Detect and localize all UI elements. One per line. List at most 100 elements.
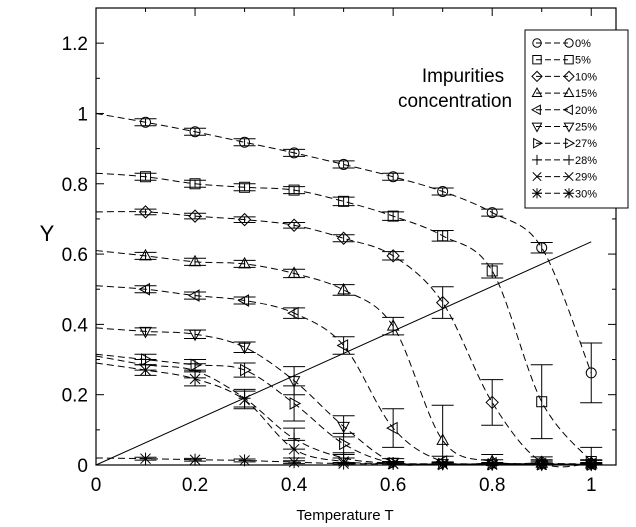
error-bar	[233, 362, 256, 378]
y-tick-label: 1.2	[62, 34, 88, 55]
error-bar	[283, 186, 306, 195]
data-point	[289, 397, 302, 410]
data-point	[485, 395, 499, 410]
legend-item: 25%	[531, 122, 597, 134]
legend-box	[524, 29, 629, 209]
legend-marker-right	[564, 38, 574, 48]
data-point	[287, 376, 301, 388]
legend-marker-right	[563, 154, 575, 165]
error-bar	[283, 268, 306, 279]
legend-marker-right	[564, 55, 574, 65]
y-tick-label: 0.8	[62, 175, 88, 196]
legend-marker-left	[532, 172, 542, 182]
error-bar	[530, 241, 553, 254]
error-bar	[332, 336, 355, 355]
error-bar	[184, 329, 207, 339]
error-bar	[382, 172, 405, 181]
data-point	[337, 421, 350, 434]
legend-marker-left	[533, 137, 544, 149]
y-tick-label: 1	[77, 104, 88, 125]
data-point	[486, 265, 498, 277]
data-point	[140, 171, 152, 183]
x-tick-label: 0	[91, 475, 102, 496]
data-point	[139, 452, 152, 465]
error-bar	[233, 296, 256, 305]
data-point	[189, 178, 201, 190]
data-point	[287, 266, 301, 278]
legend-marker-left	[530, 104, 541, 116]
legend-item: 0%	[532, 38, 591, 50]
error-bar	[134, 285, 157, 294]
data-point	[288, 456, 301, 469]
error-bar	[382, 251, 405, 261]
series-line	[95, 250, 592, 465]
data-point	[238, 454, 251, 467]
data-point	[189, 453, 202, 466]
data-point	[138, 282, 151, 296]
legend-item: 28%	[531, 154, 597, 167]
data-point	[585, 367, 597, 379]
data-point	[387, 171, 399, 183]
data-point	[238, 342, 251, 355]
error-bar	[283, 148, 306, 157]
legend-label: 29%	[575, 172, 597, 184]
error-bar	[134, 251, 157, 260]
data-point	[239, 181, 251, 193]
error-bar	[332, 196, 355, 207]
data-point	[238, 256, 251, 269]
data-point	[339, 437, 351, 451]
legend-marker-right	[562, 104, 573, 116]
data-point	[189, 126, 201, 138]
legend-label: 5%	[575, 55, 591, 67]
error-bar	[233, 259, 256, 268]
data-point	[188, 329, 202, 342]
data-point	[188, 254, 202, 267]
data-point	[338, 158, 350, 170]
data-point	[288, 147, 300, 159]
legend-marker-left	[531, 154, 543, 165]
legend-marker-right	[563, 70, 575, 83]
x-tick-label: 0.8	[479, 475, 505, 496]
data-point	[435, 295, 450, 310]
data-point	[536, 396, 548, 408]
series-line	[95, 211, 592, 468]
data-point	[287, 218, 301, 232]
series-30pct	[95, 452, 603, 471]
legend-label: 25%	[575, 122, 597, 134]
series-5pct	[95, 171, 603, 467]
data-point	[239, 394, 250, 406]
error-bar	[184, 291, 207, 300]
y-tick-label: 0.2	[62, 386, 88, 407]
data-point	[287, 306, 299, 320]
y-tick-label: 0.4	[62, 315, 89, 336]
error-bar	[431, 286, 454, 319]
error-bar	[481, 208, 504, 217]
legend: 0% 5% 10% 15% 20% 25% 27% 28% 29% 30%	[524, 29, 629, 209]
legend-label: 0%	[575, 38, 591, 50]
data-point	[189, 373, 201, 385]
data-point	[337, 457, 350, 470]
x-tick-label: 1	[586, 475, 597, 496]
data-point	[140, 364, 151, 376]
data-point	[237, 212, 252, 227]
legend-label: 20%	[575, 105, 597, 117]
data-point	[240, 363, 252, 377]
legend-marker-left	[532, 55, 542, 65]
series-line	[95, 285, 592, 466]
error-bar	[382, 408, 405, 448]
data-point	[486, 207, 498, 219]
x-axis-title: Temperature T	[296, 507, 393, 524]
data-point	[140, 116, 152, 128]
data-point	[139, 248, 152, 261]
legend-item: 29%	[532, 172, 597, 184]
legend-marker-right	[563, 87, 575, 97]
legend-label: 10%	[575, 71, 597, 83]
x-tick-label: 0.2	[182, 475, 208, 496]
error-bar	[184, 179, 207, 188]
legend-marker-left	[531, 122, 543, 133]
x-tick-label: 0.4	[281, 475, 308, 496]
data-point	[138, 205, 153, 219]
data-point	[288, 443, 300, 455]
data-point	[436, 433, 450, 445]
data-point	[386, 319, 400, 331]
